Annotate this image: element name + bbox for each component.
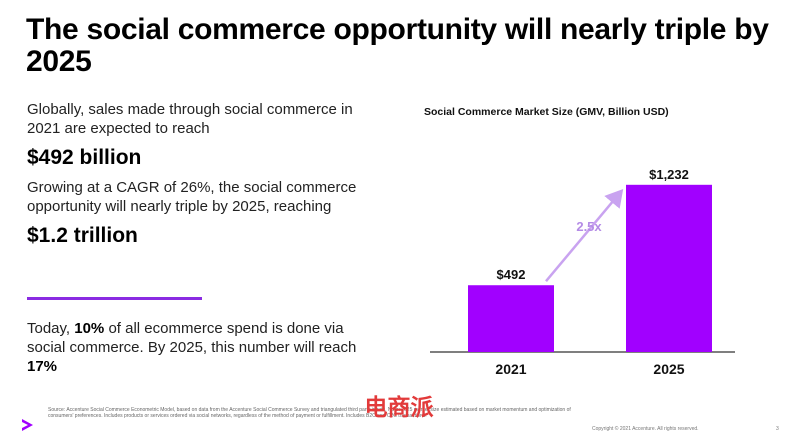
share-pct-2025: 17% xyxy=(27,358,58,375)
bar-2025 xyxy=(626,184,712,352)
growth-arrow xyxy=(545,188,624,283)
left-text-column: Globally, sales made through social comm… xyxy=(27,100,387,256)
page-title: The social commerce opportunity will nea… xyxy=(26,13,769,78)
page-number: 3 xyxy=(776,426,779,432)
copyright: Copyright © 2021 Accenture. All rights r… xyxy=(592,426,699,432)
share-text-part1: Today, xyxy=(27,320,75,337)
bar-2021 xyxy=(468,285,554,352)
bar-chart: $492 2021 $1,232 2025 2.5x xyxy=(430,167,735,377)
accenture-chevron-icon xyxy=(22,419,33,431)
growth-text: Growing at a CAGR of 26%, the social com… xyxy=(27,179,357,215)
share-pct-now: 10% xyxy=(74,320,105,337)
chart-title: Social Commerce Market Size (GMV, Billio… xyxy=(424,106,669,118)
category-label-2025: 2025 xyxy=(653,361,684,377)
share-text-part2: of all ecommerce spend is done via socia… xyxy=(27,320,357,356)
share-text: Today, 10% of all ecommerce spend is don… xyxy=(27,319,357,376)
highlight-2021: $492 billion xyxy=(27,146,142,169)
category-label-2021: 2021 xyxy=(495,361,526,377)
intro-text: Globally, sales made through social comm… xyxy=(27,101,353,137)
watermark-text: 电商派 xyxy=(365,394,434,421)
footnote: Source: Accenture Social Commerce Econom… xyxy=(48,407,571,419)
highlight-2025: $1.2 trillion xyxy=(27,224,138,247)
growth-multiplier-label: 2.5x xyxy=(576,219,602,234)
watermark-stamp: 电商派 xyxy=(365,394,434,421)
purple-divider xyxy=(27,297,202,300)
value-label-2021: $492 xyxy=(497,267,526,282)
value-label-2025: $1,232 xyxy=(649,167,689,182)
